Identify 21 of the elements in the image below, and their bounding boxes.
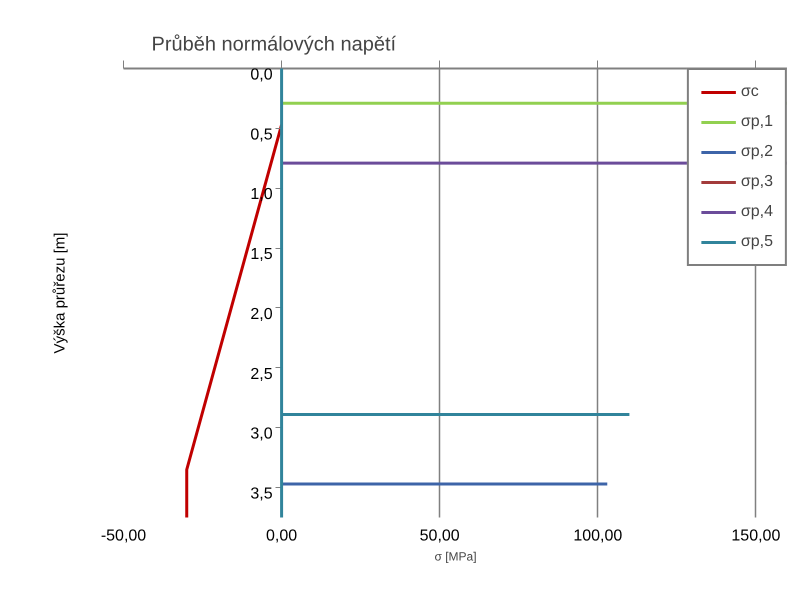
y-tick-label: 0,0 (250, 66, 273, 84)
y-tick-label: 3,5 (250, 486, 273, 503)
x-axis-title: σ [MPa] (434, 550, 477, 564)
legend-label: σp,2 (740, 143, 773, 161)
y-axis-title: Výška průřezu [m] (52, 232, 68, 354)
y-tick-label: 2,0 (250, 306, 273, 323)
x-tick-label: 50,00 (420, 528, 460, 544)
y-tick-label: 0,5 (250, 126, 273, 144)
y-tick-label: 3,0 (250, 426, 273, 443)
x-tick-label: 150,00 (731, 528, 780, 544)
legend-label: σc (740, 83, 760, 101)
y-tick-label: 2,5 (250, 366, 273, 383)
x-tick-label: 0,00 (266, 528, 298, 544)
legend-label: σp,3 (740, 173, 773, 191)
y-tick-label: 1,5 (250, 246, 273, 264)
chart-title: Průběh normálových napětí (152, 34, 397, 56)
legend-label: σp,5 (740, 233, 773, 251)
x-tick-label: 100,00 (573, 528, 622, 544)
legend-label: σp,4 (740, 203, 773, 221)
x-tick-label: -50,00 (100, 528, 146, 544)
legend-label: σp,1 (740, 113, 773, 131)
